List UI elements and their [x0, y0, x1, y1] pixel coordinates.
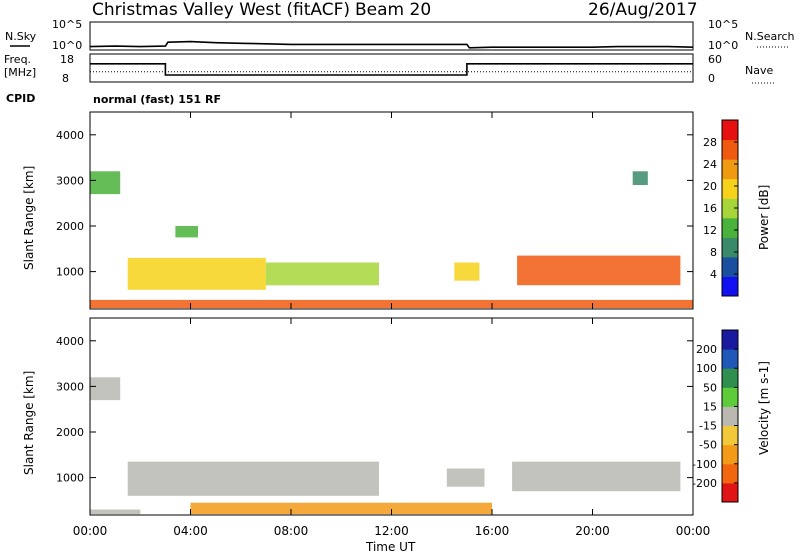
power-ytick-label: 1000 — [56, 266, 84, 279]
freq-panel-frame — [89, 53, 694, 83]
x-tick-label: 00:00 — [73, 524, 108, 538]
velocity-region — [512, 461, 681, 492]
velocity-region — [90, 377, 121, 401]
power-heatmap-cells — [90, 171, 693, 309]
power-region — [127, 257, 266, 290]
x-tick-label: 08:00 — [274, 524, 309, 538]
velocity-region — [90, 509, 141, 515]
velocity-cbar-swatch — [722, 387, 738, 407]
velocity-ytick-label: 2000 — [56, 426, 84, 439]
power-cbar-tick-label: 12 — [703, 224, 717, 237]
power-region — [517, 255, 681, 286]
velocity-cbar-tick-label: -15 — [699, 420, 717, 433]
velocity-region — [190, 502, 492, 515]
noise-series — [89, 40, 694, 49]
velocity-ytick-label: 4000 — [56, 335, 84, 348]
beam-title: Beam 20 — [355, 0, 431, 20]
velocity-region — [127, 461, 379, 496]
velocity-cbar-swatch — [722, 349, 738, 369]
power-cbar-swatch — [722, 159, 738, 180]
noise-panel-frame — [89, 21, 694, 51]
power-ytick-label: 2000 — [56, 220, 84, 233]
velocity-cbar-tick-label: 15 — [703, 400, 717, 413]
noise-right-tick-bottom: 10^0 — [708, 39, 738, 52]
power-ytick-label: 3000 — [56, 174, 84, 187]
velocity-cbar-swatch — [722, 368, 738, 388]
velocity-ytick-label: 3000 — [56, 380, 84, 393]
nave-label: Nave — [745, 64, 773, 77]
power-cbar-tick-label: 20 — [703, 180, 717, 193]
velocity-cbar-frame — [721, 329, 739, 503]
velocity-cbar-swatch — [722, 406, 738, 426]
power-cbar-swatch — [722, 198, 738, 219]
power-cbar-tick-label: 24 — [703, 158, 717, 171]
power-region — [454, 262, 480, 281]
x-axis-label: Time UT — [365, 540, 416, 554]
x-tick-label: 00:00 — [676, 524, 711, 538]
power-region — [175, 226, 198, 238]
power-colorbar-label: Power [dB] — [757, 185, 771, 250]
velocity-cbar-swatch — [722, 425, 738, 446]
noise-right-tick-top: 10^5 — [708, 18, 738, 31]
power-cbar-tick-label: 28 — [703, 136, 717, 149]
power-region — [90, 171, 121, 195]
x-tick-label: 20:00 — [575, 524, 610, 538]
velocity-cbar-tick-label: 50 — [703, 381, 717, 394]
nave-tick-bottom: 0 — [708, 72, 715, 85]
power-cbar-tick-label: 4 — [710, 268, 717, 281]
power-region — [265, 262, 379, 286]
noise-sky-line — [89, 40, 694, 49]
power-ytick-label: 4000 — [56, 129, 84, 142]
x-tick-label: 04:00 — [173, 524, 208, 538]
freq-label-line2: [MHz] — [4, 66, 36, 79]
velocity-cbar-swatch — [722, 463, 738, 484]
freq-tick-bottom: 8 — [62, 72, 69, 85]
power-cbar-swatch — [722, 276, 738, 297]
velocity-cbar-swatch — [722, 482, 738, 503]
cpid-label: CPID — [6, 92, 35, 105]
velocity-cbar-swatch — [722, 444, 738, 465]
velocity-ylabel: Slant Range [km] — [22, 371, 36, 475]
x-tick-label: 12:00 — [374, 524, 409, 538]
station-title: Christmas Valley West (fitACF) — [92, 0, 350, 20]
velocity-y-axis: 1000 2000 3000 4000 — [56, 335, 693, 485]
velocity-region — [446, 468, 485, 487]
x-tick-label: 16:00 — [475, 524, 510, 538]
noise-right-label: N.Search — [745, 30, 795, 43]
power-cbar-swatch — [722, 120, 738, 141]
time-x-axis: 00:00 04:00 08:00 12:00 16:00 20:00 00:00 — [73, 112, 711, 538]
noise-left-tick-top: 10^5 — [52, 18, 82, 31]
date-title: 26/Aug/2017 — [588, 0, 698, 20]
velocity-heatmap-cells — [90, 377, 681, 515]
power-colorbar: 28 24 20 16 12 8 4 — [703, 119, 739, 297]
noise-left-label: N.Sky — [5, 30, 37, 43]
velocity-cbar-swatch — [722, 330, 738, 350]
power-cbar-swatch — [722, 256, 738, 277]
nave-tick-top: 60 — [708, 53, 722, 66]
velocity-colorbar-label: Velocity [m s-1] — [757, 361, 771, 455]
noise-left-tick-bottom: 10^0 — [52, 39, 82, 52]
freq-label-line1: Freq. — [4, 53, 31, 66]
velocity-cbar-tick-label: -50 — [699, 439, 717, 452]
power-y-axis: 1000 2000 3000 4000 — [56, 129, 693, 279]
velocity-ytick-label: 1000 — [56, 472, 84, 485]
power-cbar-swatch — [722, 139, 738, 160]
power-region — [632, 171, 648, 185]
power-cbar-swatch — [722, 178, 738, 199]
velocity-cbar-tick-label: -200 — [692, 477, 717, 490]
freq-series — [90, 62, 693, 76]
velocity-cbar-tick-label: -100 — [692, 458, 717, 471]
power-cbar-tick-label: 16 — [703, 202, 717, 215]
freq-tick-top: 18 — [60, 53, 74, 66]
power-ylabel: Slant Range [km] — [22, 166, 36, 270]
velocity-cbar-tick-label: 200 — [696, 343, 717, 356]
velocity-cbar-tick-label: 100 — [696, 362, 717, 375]
freq-line — [90, 62, 693, 76]
power-cbar-tick-label: 8 — [710, 246, 717, 259]
power-cbar-swatch — [722, 217, 738, 238]
power-cbar-swatch — [722, 237, 738, 258]
cpid-text: normal (fast) 151 RF — [93, 93, 221, 106]
velocity-colorbar: 200 100 50 15 -15 -50 -100 -200 — [692, 329, 739, 503]
